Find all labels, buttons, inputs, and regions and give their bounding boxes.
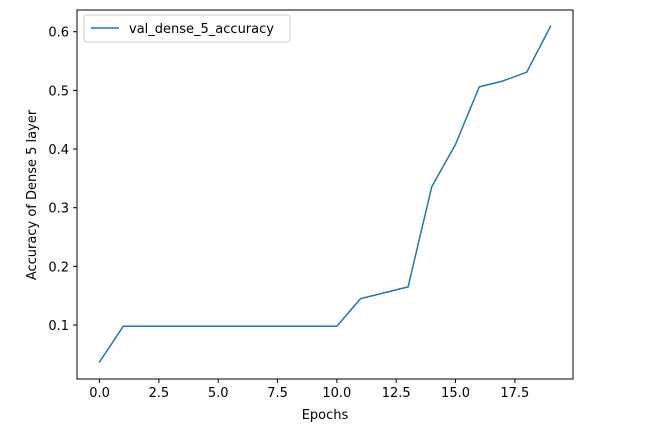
legend: val_dense_5_accuracy	[83, 14, 291, 43]
series-layer	[98, 25, 552, 364]
x-axis-label: Epochs	[302, 408, 349, 423]
x-tick-label: 12.5	[382, 386, 411, 401]
y-axis-ticks: 0.1 0.2 0.3 0.4 0.5 0.6	[48, 26, 77, 334]
x-tick-label: 0.0	[89, 386, 110, 401]
y-tick-label: 0.3	[48, 202, 69, 217]
legend-frame	[83, 14, 291, 43]
x-tick-label: 15.0	[441, 386, 470, 401]
x-axis-ticks: 0.0 2.5 5.0 7.5 10.0 12.5 15.0 17.5	[89, 379, 529, 401]
y-tick-label: 0.2	[48, 260, 69, 275]
y-tick-label: 0.6	[48, 26, 69, 41]
y-axis-label: Accuracy of Dense 5 layer	[25, 109, 40, 280]
x-tick-label: 2.5	[149, 386, 170, 401]
legend-entry-label: val_dense_5_accuracy	[129, 22, 274, 37]
x-tick-label: 7.5	[267, 386, 288, 401]
plot-area	[77, 10, 573, 379]
y-tick-label: 0.5	[48, 84, 69, 99]
plot-frame	[76, 9, 574, 380]
x-tick-label: 5.0	[208, 386, 229, 401]
y-tick-label: 0.1	[48, 319, 69, 334]
series-line-val-dense-5-accuracy	[98, 25, 552, 364]
x-tick-label: 17.5	[500, 386, 529, 401]
y-tick-label: 0.4	[48, 143, 69, 158]
x-tick-label: 10.0	[322, 386, 351, 401]
